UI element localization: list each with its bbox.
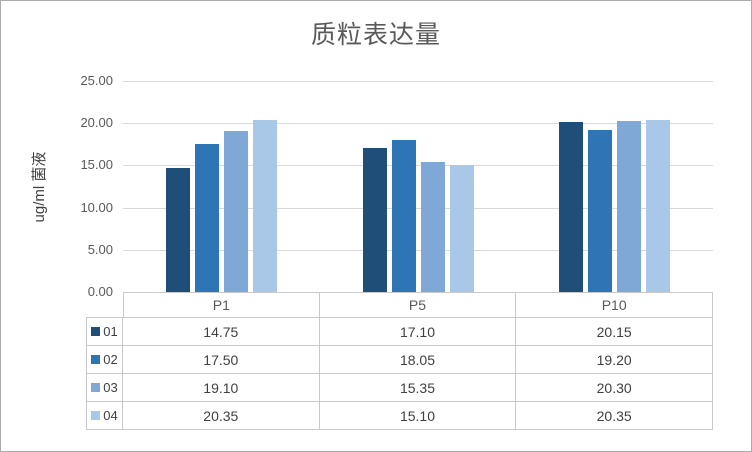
data-table: P1 P5 P10 01 14.75 17.10 20.15 02 17.50 18.05 19.2… bbox=[86, 292, 713, 430]
value-cell: 14.75 bbox=[123, 318, 320, 346]
bar-group-P1 bbox=[123, 81, 320, 292]
gridline bbox=[123, 207, 713, 209]
legend-cell-04: 04 bbox=[86, 402, 123, 430]
bar-series04-P1 bbox=[252, 120, 277, 292]
gridline bbox=[123, 123, 713, 125]
y-tick-label: 25.00 bbox=[80, 73, 113, 88]
series-name-label: 03 bbox=[103, 380, 118, 395]
y-tick-label: 0.00 bbox=[87, 284, 113, 299]
y-axis-tick-labels: 0.00 5.00 10.00 15.00 20.00 25.00 bbox=[41, 73, 113, 299]
series-name-label: 04 bbox=[103, 408, 118, 423]
plot-area bbox=[123, 81, 713, 292]
legend-cell-02: 02 bbox=[86, 346, 123, 374]
y-tick-label: 20.00 bbox=[80, 115, 113, 131]
legend-swatch-icon bbox=[91, 383, 101, 392]
bar-series03-P1 bbox=[223, 130, 248, 292]
category-label-P10: P10 bbox=[516, 292, 713, 318]
value-cell: 19.10 bbox=[123, 374, 320, 402]
value-cell: 17.50 bbox=[123, 346, 320, 374]
gridline bbox=[123, 165, 713, 167]
legend-cell-03: 03 bbox=[86, 374, 123, 402]
value-cell: 15.10 bbox=[319, 402, 517, 430]
gridline bbox=[123, 249, 713, 251]
chart-title: 质粒表达量 bbox=[310, 21, 441, 49]
bar-series01-P1 bbox=[165, 167, 190, 292]
bar-group-P5 bbox=[320, 81, 517, 292]
legend-swatch-icon bbox=[91, 355, 101, 364]
legend-cell-01: 01 bbox=[86, 318, 123, 346]
y-tick-label: 10.00 bbox=[80, 199, 113, 215]
y-tick-label: 5.00 bbox=[87, 241, 113, 257]
table-row-series-03: 03 19.10 15.35 20.30 bbox=[86, 374, 713, 402]
value-cell: 19.20 bbox=[516, 346, 713, 374]
y-tick-label: 15.00 bbox=[80, 157, 113, 173]
value-cell: 17.10 bbox=[319, 318, 517, 346]
legend-swatch-icon bbox=[91, 327, 101, 336]
table-row-series-02: 02 17.50 18.05 19.20 bbox=[86, 346, 713, 374]
table-row-series-04: 04 20.35 15.10 20.35 bbox=[86, 402, 713, 430]
bar-groups bbox=[123, 81, 713, 292]
value-cell: 15.35 bbox=[319, 374, 517, 402]
bar-series01-P10 bbox=[559, 121, 584, 292]
legend-swatch-icon bbox=[91, 411, 101, 420]
value-cell: 20.35 bbox=[123, 402, 320, 430]
bar-series03-P10 bbox=[617, 120, 642, 292]
table-corner-spacer bbox=[86, 292, 123, 318]
series-name-label: 02 bbox=[103, 352, 118, 367]
bar-series04-P5 bbox=[449, 164, 474, 292]
value-cell: 20.35 bbox=[516, 402, 713, 430]
bar-series04-P10 bbox=[646, 120, 671, 292]
bar-series02-P5 bbox=[391, 139, 416, 292]
series-name-label: 01 bbox=[103, 324, 118, 339]
bar-series01-P5 bbox=[362, 147, 387, 292]
value-cell: 20.15 bbox=[516, 318, 713, 346]
category-label-P1: P1 bbox=[123, 292, 320, 318]
bar-series03-P5 bbox=[420, 162, 445, 292]
table-row-series-01: 01 14.75 17.10 20.15 bbox=[86, 318, 713, 346]
bar-series02-P1 bbox=[194, 144, 219, 292]
value-cell: 18.05 bbox=[319, 346, 517, 374]
bar-group-P10 bbox=[516, 81, 713, 292]
bar-series02-P10 bbox=[588, 129, 613, 292]
gridline bbox=[123, 81, 713, 82]
category-label-P5: P5 bbox=[319, 292, 517, 318]
value-cell: 20.30 bbox=[516, 374, 713, 402]
